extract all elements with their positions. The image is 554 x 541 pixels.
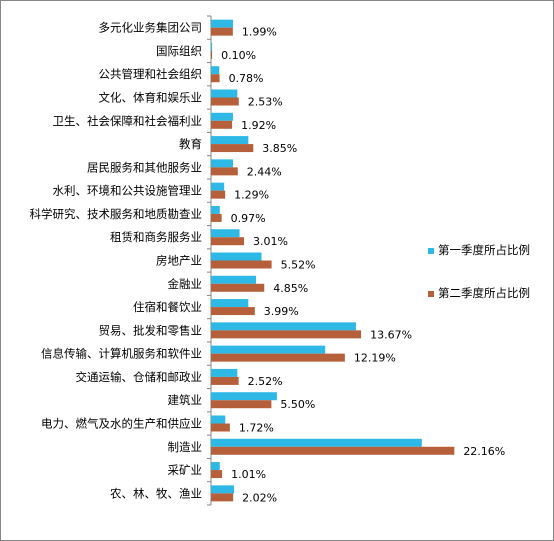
bar-q2 xyxy=(211,400,272,409)
data-label: 0.10% xyxy=(221,49,256,62)
data-label: 1.99% xyxy=(242,26,277,39)
category-label: 信息传输、计算机服务和软件业 xyxy=(41,347,202,361)
data-label: 2.02% xyxy=(242,491,277,504)
category-label: 制造业 xyxy=(168,440,203,454)
bar-q1 xyxy=(211,415,226,424)
category-label: 金融业 xyxy=(168,277,203,291)
category-label: 文化、体育和娱乐业 xyxy=(99,91,203,105)
category-label: 居民服务和其他服务业 xyxy=(87,160,202,174)
bar-q1 xyxy=(211,299,249,308)
bar-q1 xyxy=(211,392,277,401)
bar-q2 xyxy=(211,470,223,479)
data-label: 0.78% xyxy=(229,72,264,85)
bar-q1 xyxy=(211,438,422,447)
data-label: 1.92% xyxy=(241,119,276,132)
bar-q2 xyxy=(211,167,238,176)
data-label: 3.99% xyxy=(264,305,299,318)
data-label: 5.50% xyxy=(280,398,315,411)
bar-q2 xyxy=(211,423,230,432)
bar-q1 xyxy=(211,112,233,121)
bar-q2 xyxy=(211,376,239,385)
category-label: 卫生、社会保障和社会福利业 xyxy=(53,114,203,128)
bar-q1 xyxy=(211,159,233,168)
bar-q2 xyxy=(211,120,233,129)
bar-q2 xyxy=(211,493,234,502)
bar-q2 xyxy=(211,446,455,455)
data-label: 2.53% xyxy=(248,96,283,109)
data-label: 2.52% xyxy=(248,375,283,388)
data-label: 0.97% xyxy=(231,212,266,225)
legend-swatch-q2 xyxy=(428,291,434,297)
data-label: 1.72% xyxy=(239,422,274,435)
category-label: 公共管理和社会组织 xyxy=(99,67,203,81)
bar-q1 xyxy=(211,368,238,377)
data-label: 1.01% xyxy=(231,468,266,481)
legend-label-q2: 第二季度所占比例 xyxy=(438,286,530,300)
bar-q1 xyxy=(211,205,220,214)
bar-q2 xyxy=(211,237,245,246)
category-label: 租赁和商务服务业 xyxy=(110,230,202,244)
bar-q1 xyxy=(211,275,257,284)
bar-q2 xyxy=(211,50,213,59)
bar-q2 xyxy=(211,260,272,269)
category-label: 采矿业 xyxy=(168,463,203,477)
bar-q1 xyxy=(211,42,213,51)
bar-q1 xyxy=(211,462,220,471)
data-label: 3.01% xyxy=(253,235,288,248)
category-label: 多元化业务集团公司 xyxy=(99,21,203,35)
category-label: 水利、环境和公共设施管理业 xyxy=(53,184,203,198)
bar-q2 xyxy=(211,144,254,153)
bar-q2 xyxy=(211,74,220,83)
bar-q1 xyxy=(211,19,233,28)
category-label: 农、林、牧、渔业 xyxy=(110,486,202,500)
bar-q1 xyxy=(211,89,238,98)
category-label: 科学研究、技术服务和地质勘查业 xyxy=(30,207,203,221)
bar-q2 xyxy=(211,353,345,362)
category-label: 建筑业 xyxy=(168,393,203,407)
legend-label-q1: 第一季度所占比例 xyxy=(438,243,530,257)
bar-q1 xyxy=(211,182,225,191)
bar-q2 xyxy=(211,330,362,339)
category-label: 交通运输、仓储和邮政业 xyxy=(76,370,203,384)
data-label: 12.19% xyxy=(354,352,396,365)
bar-q1 xyxy=(211,252,262,261)
category-label: 国际组织 xyxy=(156,44,202,58)
category-label: 贸易、批发和零售业 xyxy=(99,323,203,337)
bar-q2 xyxy=(211,190,226,199)
data-label: 13.67% xyxy=(370,328,412,341)
bar-q1 xyxy=(211,485,235,494)
bar-q2 xyxy=(211,307,255,316)
bar-q1 xyxy=(211,136,249,145)
category-label: 房地产业 xyxy=(156,254,202,268)
bar-q1 xyxy=(211,66,220,75)
bar-q2 xyxy=(211,27,233,36)
bar-q2 xyxy=(211,283,265,292)
category-label: 教育 xyxy=(179,137,202,151)
data-label: 4.85% xyxy=(273,282,308,295)
data-label: 3.85% xyxy=(262,142,297,155)
data-label: 2.44% xyxy=(247,165,282,178)
legend-swatch-q1 xyxy=(428,248,434,254)
data-label: 22.16% xyxy=(463,445,505,458)
bar-q1 xyxy=(211,322,356,331)
category-label: 电力、燃气及水的生产和供应业 xyxy=(41,417,202,431)
bar-q1 xyxy=(211,229,240,238)
category-label: 住宿和餐饮业 xyxy=(133,300,202,314)
bar-q2 xyxy=(211,213,222,222)
data-label: 5.52% xyxy=(281,259,316,272)
bar-q2 xyxy=(211,97,239,106)
data-label: 1.29% xyxy=(234,189,269,202)
bar-q1 xyxy=(211,345,326,354)
